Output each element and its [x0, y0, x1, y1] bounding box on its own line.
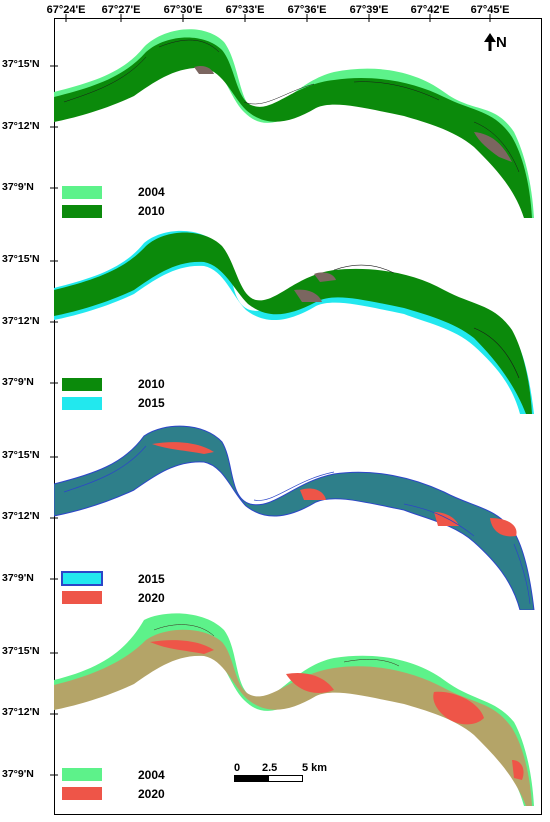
legend-swatch [62, 378, 102, 391]
sandbar-polygon [294, 289, 322, 302]
y-tick-label: 37°15'N [2, 58, 40, 70]
x-tick-label: 67°33'E [225, 4, 265, 16]
x-tick-label: 67°27'E [101, 4, 141, 16]
legend-swatch [62, 205, 102, 218]
north-arrow: N [484, 33, 507, 51]
river-channel-2020 [150, 640, 214, 654]
x-tick-label: 67°39'E [349, 4, 389, 16]
scale-label: 5 km [302, 762, 328, 774]
legend-swatch [62, 397, 102, 410]
legend-panel-2 [62, 378, 102, 410]
river-channel-2020 [300, 488, 326, 500]
river-map-2004-2020 [54, 613, 534, 806]
legend-label: 2020 [138, 787, 165, 801]
legend-label: 2015 [138, 572, 165, 586]
legend-swatch [62, 591, 102, 604]
legend-swatch [62, 186, 102, 199]
legend-swatch [62, 768, 102, 781]
legend-label: 2015 [138, 396, 165, 410]
y-tick-label: 37°12'N [2, 706, 40, 718]
y-tick-label: 37°9'N [2, 572, 34, 584]
legend-label: 2010 [138, 377, 165, 391]
legend-panel-4 [62, 768, 102, 800]
legend-label: 2004 [138, 185, 165, 199]
legend-panel-3 [61, 571, 103, 604]
x-tick-label: 67°30'E [163, 4, 203, 16]
scale-bar [234, 775, 303, 782]
y-tick-label: 37°9'N [2, 376, 34, 388]
channel-outlines [63, 39, 520, 173]
y-tick-label: 37°15'N [2, 645, 40, 657]
channel-outlines [63, 445, 531, 605]
y-tick-label: 37°12'N [2, 120, 40, 132]
river-map-2010-2015 [54, 230, 534, 414]
legend-label: 2004 [138, 768, 165, 782]
river-channel-2020 [490, 518, 517, 537]
y-tick-label: 37°12'N [2, 510, 40, 522]
river-channel-2020 [286, 672, 334, 693]
river-channel-2020 [433, 691, 484, 725]
river-channel-2020 [434, 512, 459, 526]
y-tick-label: 37°15'N [2, 449, 40, 461]
legend-label: 2020 [138, 591, 165, 605]
y-tick-label: 37°12'N [2, 315, 40, 327]
y-tick-label: 37°15'N [2, 253, 40, 265]
y-tick-label: 37°9'N [2, 768, 34, 780]
river-channel-2010 [54, 232, 532, 414]
river-channel-2015 [54, 230, 534, 414]
river-map-2004-2010 [54, 29, 534, 218]
river-channel-2020 [152, 442, 214, 454]
river-channel-2004 [54, 29, 534, 218]
legend-swatch [62, 787, 102, 800]
scale-label: 0 [234, 762, 241, 774]
sandbar-polygon [194, 65, 214, 74]
north-arrow-icon [484, 33, 496, 51]
x-tick-label: 67°42'E [410, 4, 450, 16]
channel-outlines [153, 624, 400, 667]
legend-label: 2010 [138, 204, 165, 218]
channel-outlines [333, 264, 520, 379]
legend-panel-1 [62, 186, 102, 218]
x-tick-label: 67°24'E [46, 4, 86, 16]
river-channel-2015 [54, 425, 535, 610]
river-channel-2020 [512, 760, 524, 780]
sandbar-polygon [314, 272, 336, 282]
river-map-2015-2020 [54, 425, 535, 610]
legend-swatch [61, 571, 103, 586]
x-tick-label: 67°45'E [470, 4, 510, 16]
scale-label: 2.5 [262, 762, 278, 774]
y-tick-label: 37°9'N [2, 181, 34, 193]
x-tick-label: 67°36'E [287, 4, 327, 16]
north-label: N [496, 33, 507, 51]
sandbar-polygon [474, 132, 512, 162]
